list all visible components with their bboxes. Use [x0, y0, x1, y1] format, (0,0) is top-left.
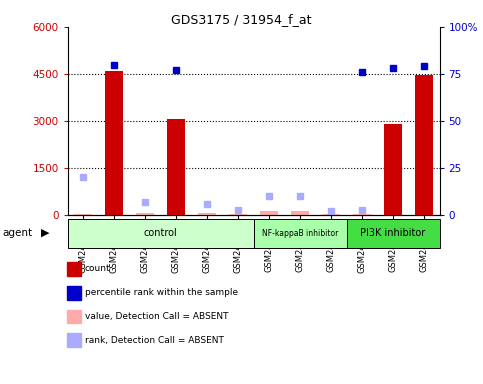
Text: ▶: ▶ — [41, 228, 50, 238]
Text: rank, Detection Call = ABSENT: rank, Detection Call = ABSENT — [85, 336, 224, 345]
Text: agent: agent — [2, 228, 32, 238]
Bar — [198, 213, 216, 215]
Bar — [74, 214, 92, 215]
Text: PI3K inhibitor: PI3K inhibitor — [360, 228, 426, 238]
Bar — [229, 214, 247, 215]
Bar — [322, 214, 341, 215]
Bar — [136, 214, 155, 215]
Text: NF-kappaB inhibitor: NF-kappaB inhibitor — [262, 229, 338, 238]
Bar — [68, 219, 254, 248]
Text: value, Detection Call = ABSENT: value, Detection Call = ABSENT — [85, 312, 228, 321]
Bar — [260, 211, 278, 215]
Bar — [254, 219, 347, 248]
Text: GDS3175 / 31954_f_at: GDS3175 / 31954_f_at — [171, 13, 312, 26]
Bar — [415, 76, 433, 215]
Text: percentile rank within the sample: percentile rank within the sample — [85, 288, 238, 297]
Bar — [167, 119, 185, 215]
Text: control: control — [144, 228, 177, 238]
Bar — [291, 211, 310, 215]
Bar — [384, 124, 402, 215]
Text: count: count — [85, 264, 110, 273]
Bar — [105, 71, 124, 215]
Bar — [353, 214, 371, 215]
Bar — [347, 219, 440, 248]
